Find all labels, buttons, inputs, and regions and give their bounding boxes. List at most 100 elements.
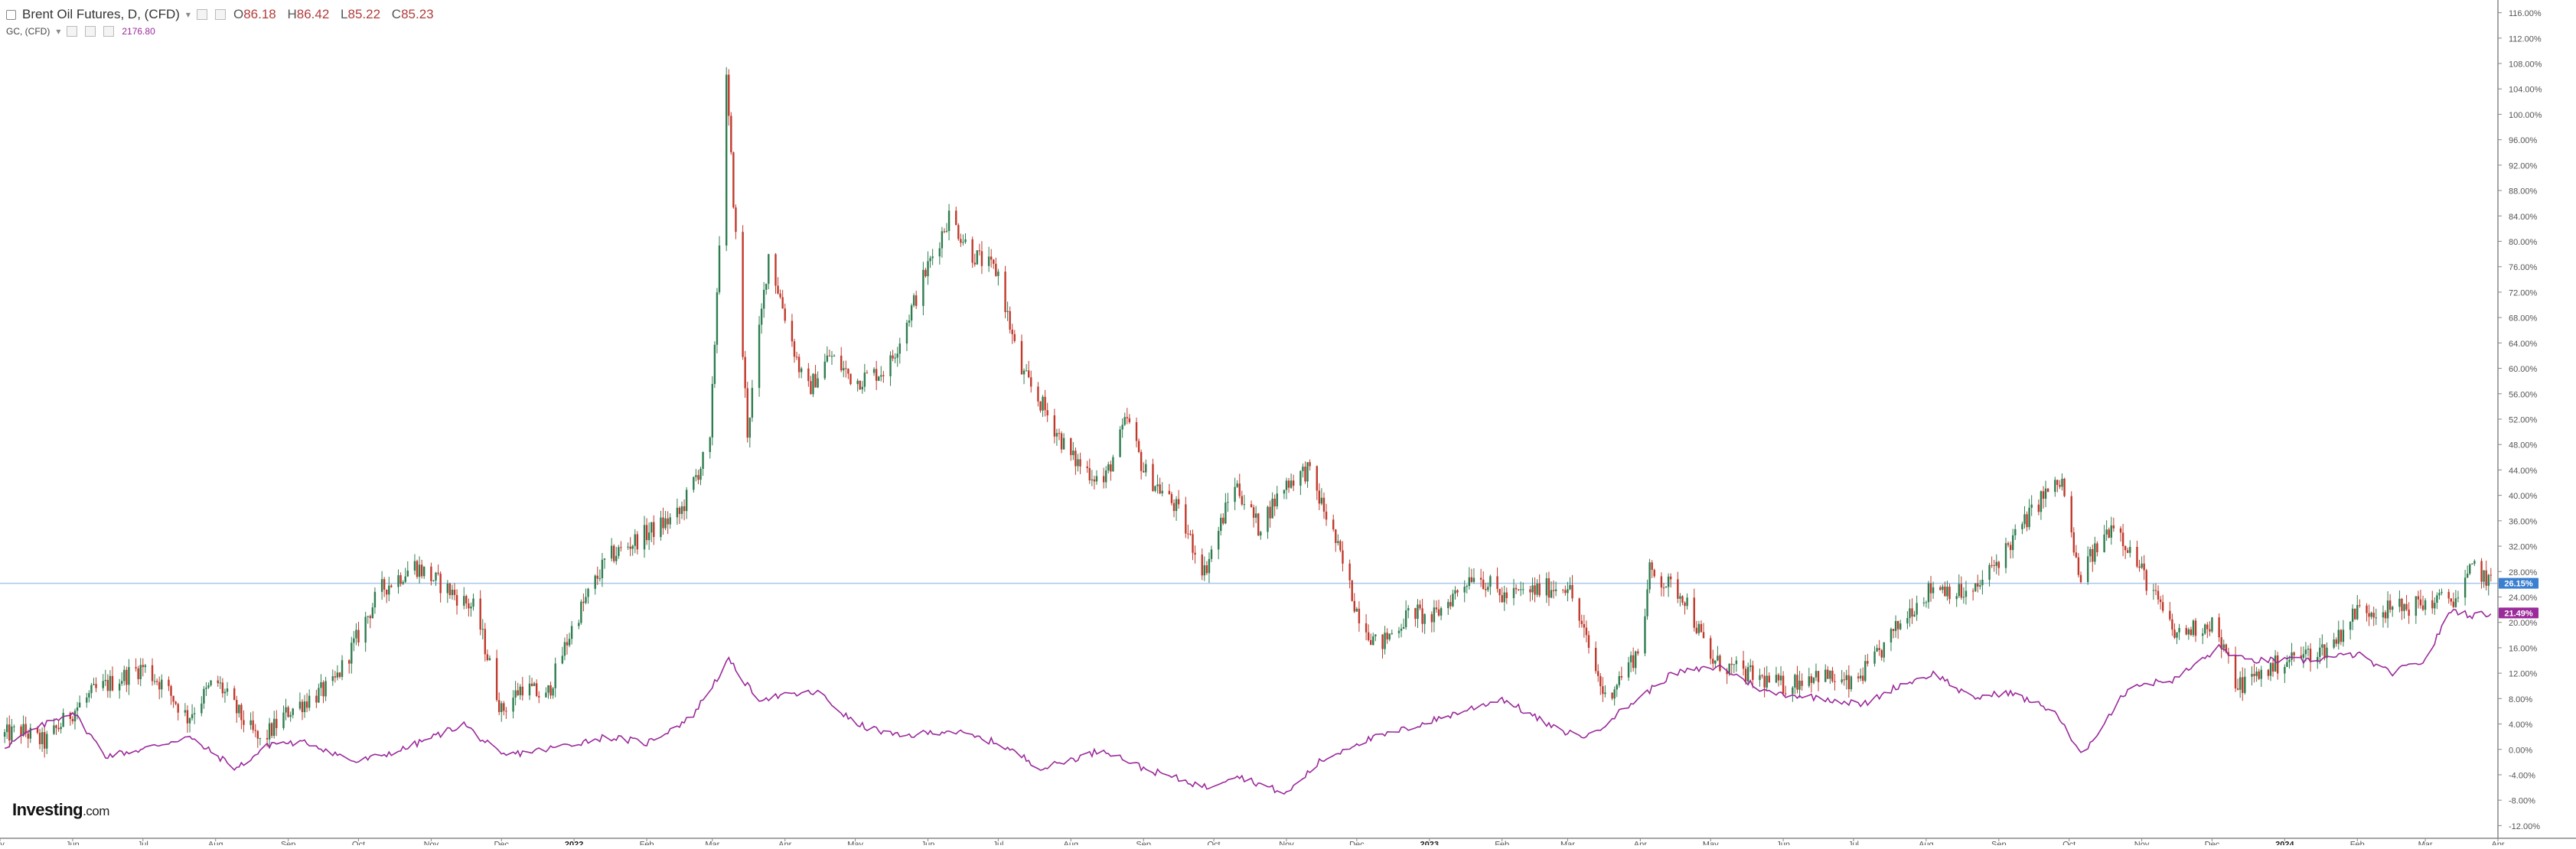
brent-candle-body — [1896, 621, 1899, 629]
brent-candle-body — [1801, 680, 1803, 686]
brent-candle-body — [800, 368, 803, 372]
brent-candle-body — [1257, 513, 1260, 536]
brent-candle-body — [301, 701, 304, 713]
brent-candle-body — [1269, 506, 1271, 519]
brent-candle-body — [1627, 662, 1630, 678]
close-label: C — [391, 7, 402, 21]
y-tick-label: 8.00% — [2509, 695, 2532, 704]
brent-candle-body — [2222, 644, 2225, 649]
brent-candle-body — [254, 730, 256, 731]
symbol-title[interactable]: Brent Oil Futures, D, (CFD) — [22, 7, 180, 21]
x-tick-label: Apr — [2491, 840, 2504, 845]
brent-candle-body — [355, 629, 357, 639]
compare-title[interactable]: GC, (CFD) — [6, 26, 51, 37]
brent-candle-body — [1873, 651, 1876, 664]
brent-candle-body — [2454, 598, 2457, 607]
brent-candle-body — [810, 381, 812, 395]
brent-candle-body — [1241, 496, 1244, 505]
brent-candle-body — [863, 372, 866, 387]
brent-candle-body — [2302, 654, 2305, 659]
brent-candle-body — [184, 710, 187, 713]
x-tick-label: 2024 — [2275, 840, 2294, 845]
brent-candle-body — [2204, 624, 2206, 634]
brent-candle-body — [1220, 517, 1222, 532]
brent-candle-body — [1569, 584, 1571, 590]
visibility-icon[interactable] — [67, 26, 78, 37]
chevron-down-icon[interactable]: ▾ — [56, 26, 61, 37]
x-tick-label: Oct — [2062, 840, 2075, 845]
brent-candle-body — [495, 658, 498, 701]
brent-candle-body — [1714, 660, 1717, 664]
brent-candle-body — [1053, 415, 1056, 437]
y-tick-label: 60.00% — [2509, 365, 2538, 374]
x-tick-label: ay — [0, 840, 5, 845]
settings-icon[interactable] — [214, 9, 226, 20]
x-tick-label: Dec — [494, 840, 509, 845]
brent-candle-body — [158, 681, 161, 690]
brent-candle-body — [168, 679, 170, 687]
brent-candle-body — [1796, 675, 1798, 690]
brent-candle-body — [102, 681, 104, 688]
x-tick-label: Nov — [424, 840, 439, 845]
brent-candle-body — [2490, 574, 2493, 576]
brent-candle-body — [88, 693, 90, 698]
brent-candle-body — [2349, 621, 2352, 630]
brent-candle-body — [1011, 329, 1013, 334]
brent-candle-body — [2438, 593, 2441, 596]
brent-candle-body — [872, 369, 876, 373]
brent-candle-body — [2145, 570, 2147, 591]
brent-candle-body — [1883, 642, 1885, 658]
brent-candle-body — [172, 695, 174, 702]
brent-candle-body — [11, 726, 13, 741]
brent-candle-body — [1637, 651, 1639, 654]
brent-candle-body — [680, 506, 683, 514]
brent-candle-body — [2317, 656, 2319, 662]
brent-candle-body — [2382, 612, 2385, 618]
visibility-icon[interactable] — [196, 9, 207, 20]
y-tick-label: 20.00% — [2509, 619, 2538, 628]
brent-candle-body — [287, 707, 289, 717]
brent-candle-body — [2368, 613, 2370, 617]
brent-last-value-badge-label: 26.15% — [2504, 580, 2533, 589]
brent-candle-body — [1086, 466, 1088, 468]
brent-candle-body — [1304, 467, 1306, 482]
brent-candle-body — [1419, 604, 1421, 609]
brent-candle-body — [2335, 639, 2337, 644]
chevron-down-icon[interactable]: ▾ — [185, 9, 191, 20]
brent-candle-body — [1273, 498, 1276, 507]
brent-candle-body — [563, 642, 566, 656]
brent-candle-body — [1798, 680, 1801, 690]
x-tick-label: Aug — [1064, 840, 1079, 845]
x-tick-label: Apr — [1634, 840, 1647, 845]
collapse-toggle-icon[interactable] — [6, 9, 16, 20]
brent-candle-body — [446, 584, 449, 594]
brent-candle-body — [2225, 644, 2228, 652]
brent-candle-body — [1695, 627, 1698, 633]
brent-candle-body — [779, 293, 781, 298]
brent-candle-body — [2424, 600, 2427, 610]
brent-candle-body — [1353, 600, 1355, 612]
brent-candle-body — [285, 707, 287, 713]
brent-candle-body — [1808, 676, 1810, 686]
brent-candle-body — [238, 704, 240, 714]
brent-candle-body — [1597, 671, 1599, 676]
brent-candle-body — [941, 231, 944, 249]
brent-candle-body — [315, 695, 318, 703]
settings-icon[interactable] — [85, 26, 96, 37]
brent-candle-body — [2159, 599, 2162, 603]
brent-candle-body — [1712, 659, 1714, 664]
brent-candle-body — [135, 667, 137, 668]
brent-candle-body — [46, 734, 48, 749]
brent-candle-body — [219, 682, 222, 684]
close-value: 85.23 — [401, 7, 434, 21]
brent-candle-body — [2105, 529, 2108, 535]
brent-candle-body — [24, 724, 27, 734]
brent-candle-body — [348, 660, 351, 664]
brent-candle-body — [106, 679, 109, 691]
remove-icon[interactable] — [103, 26, 115, 37]
brent-candle-body — [2092, 548, 2094, 562]
brent-candle-body — [1618, 675, 1620, 685]
brent-candle-body — [2103, 534, 2105, 553]
